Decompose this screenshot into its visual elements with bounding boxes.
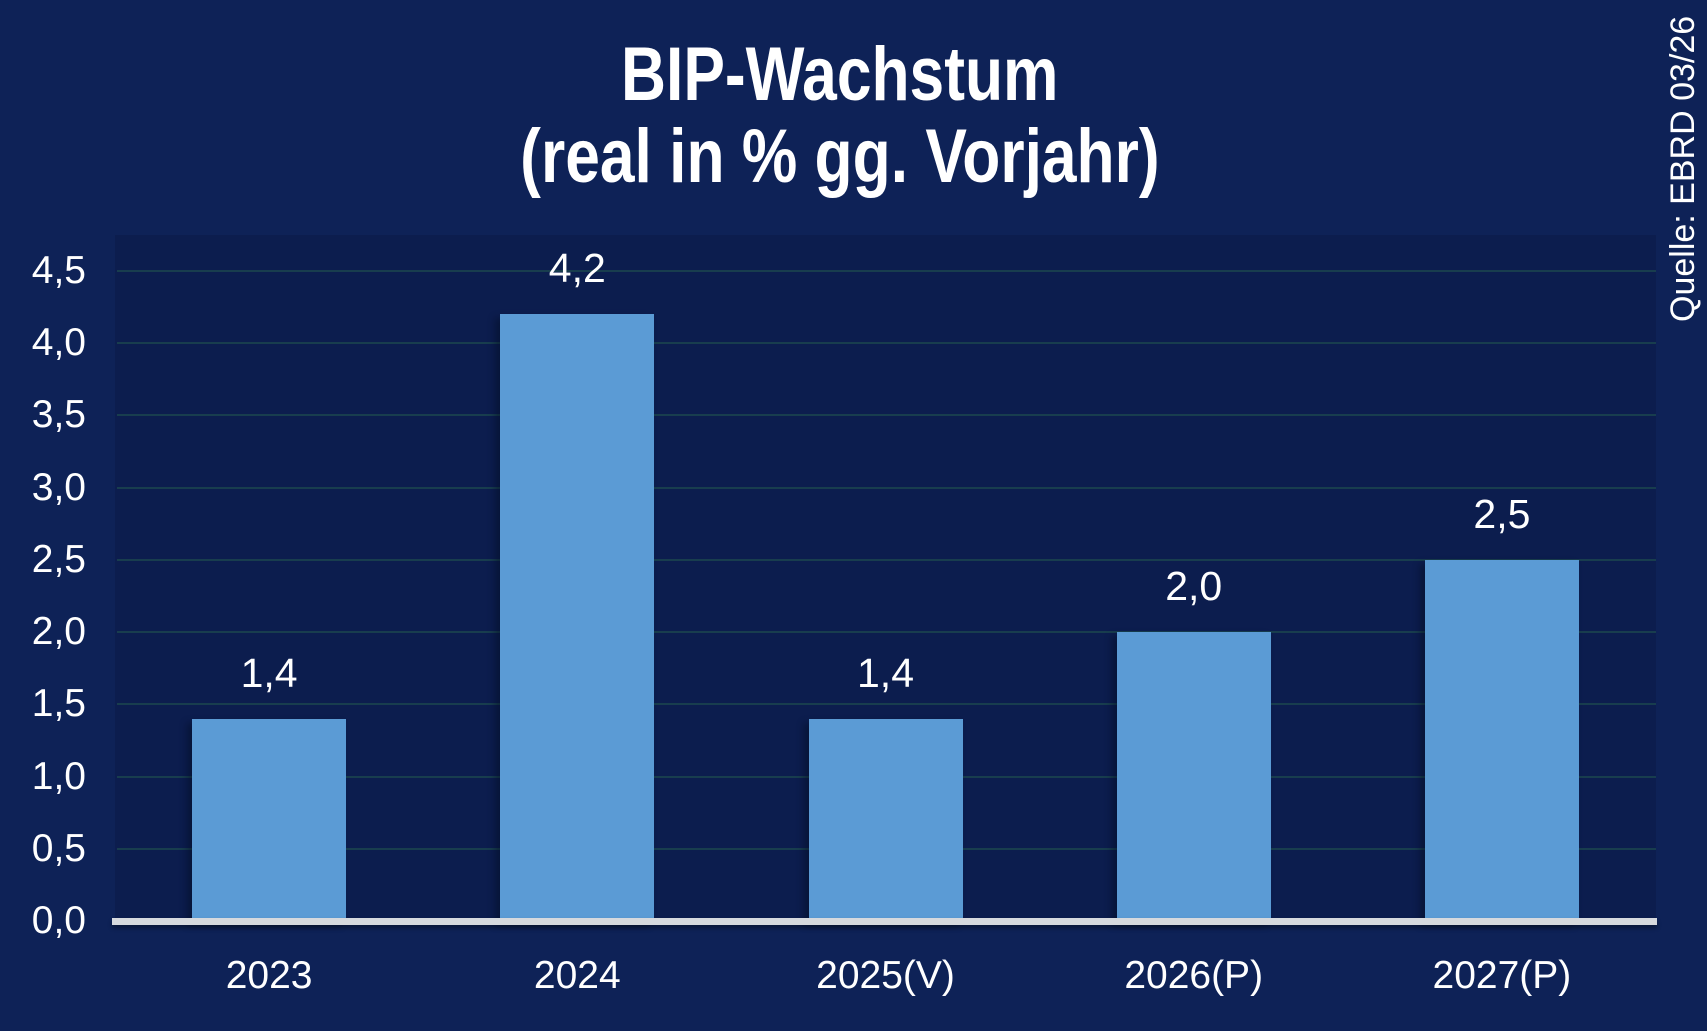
y-tick-label: 3,0 <box>31 465 86 509</box>
bar-2025(V) <box>808 718 963 921</box>
y-tick-label: 0,0 <box>31 899 86 942</box>
value-label-2025(V): 1,4 <box>857 649 914 696</box>
chart-title-block: BIP-Wachstum (real in % gg. Vorjahr) <box>0 34 1680 198</box>
gridline <box>117 486 1656 489</box>
y-tick-label: 3,5 <box>31 393 86 437</box>
y-tick-label: 2,5 <box>31 537 86 581</box>
bar-2026(P) <box>1116 632 1271 921</box>
x-tick-label-2025(V): 2025(V) <box>816 954 955 997</box>
value-label-2027(P): 2,5 <box>1473 490 1531 537</box>
gridline <box>117 414 1656 417</box>
value-label-2023: 1,4 <box>240 649 298 696</box>
chart-subtitle: (real in % gg. Vorjahr) <box>520 114 1160 199</box>
gridline <box>117 270 1656 272</box>
gridline <box>117 558 1656 561</box>
gridline <box>117 342 1656 345</box>
bar-2024 <box>500 314 655 921</box>
x-axis-line <box>112 918 1657 925</box>
y-tick-label: 4,0 <box>31 321 86 365</box>
value-label-2024: 4,2 <box>548 245 606 292</box>
y-tick-label: 1,5 <box>31 682 86 726</box>
x-tick-label-2023: 2023 <box>225 954 313 997</box>
x-tick-label-2027(P): 2027(P) <box>1432 954 1572 997</box>
source-note: Quelle: EBRD 03/26 <box>1664 15 1702 322</box>
bar-2023 <box>192 718 347 921</box>
y-tick-label: 0,5 <box>31 826 86 870</box>
y-tick-label: 1,0 <box>31 754 86 798</box>
gridline <box>117 703 1656 706</box>
gridline <box>117 631 1656 634</box>
x-tick-label-2024: 2024 <box>533 954 621 997</box>
y-tick-label: 2,0 <box>31 610 86 654</box>
x-tick-label-2026(P): 2026(P) <box>1124 954 1264 997</box>
bar-2027(P) <box>1424 559 1579 921</box>
chart-title: BIP-Wachstum <box>621 32 1059 117</box>
y-tick-label: 4,5 <box>31 249 86 292</box>
value-label-2026(P): 2,0 <box>1165 563 1223 610</box>
